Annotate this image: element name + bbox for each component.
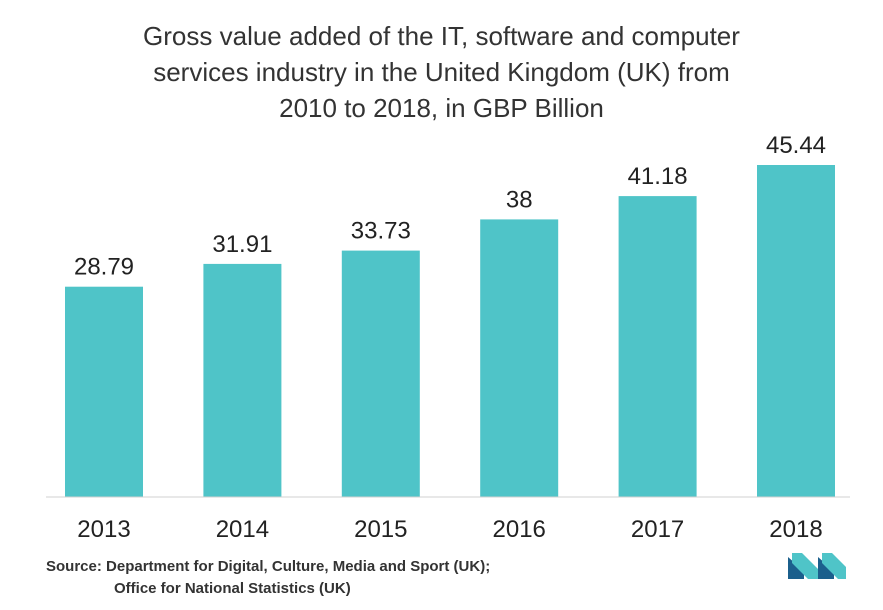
value-label-2017: 41.18 (628, 163, 688, 190)
x-tick-label-2018: 2018 (769, 516, 822, 543)
bar-chart: 28.79 31.91 33.73 38 41.18 45.44 2013 2014 2015… (46, 132, 850, 543)
bar-2018 (757, 165, 835, 497)
source-note: Source: Department for Digital, Culture,… (46, 556, 490, 600)
source-line-1: Source: Department for Digital, Culture,… (46, 558, 491, 575)
mordor-logo-icon (788, 553, 846, 579)
bar-2016 (480, 219, 559, 497)
x-tick-label-2015: 2015 (354, 516, 407, 543)
bars-group (65, 165, 835, 497)
value-label-2018: 45.44 (766, 132, 826, 159)
value-labels-group: 28.79 31.91 33.73 38 41.18 45.44 (74, 132, 826, 281)
x-tick-label-2016: 2016 (493, 516, 546, 543)
value-label-2013: 28.79 (74, 254, 134, 281)
value-label-2014: 31.91 (212, 231, 272, 258)
chart-title-line-2: services industry in the United Kingdom … (153, 57, 730, 87)
bar-2014 (203, 263, 282, 497)
source-line-2: Office for National Statistics (UK) (114, 580, 351, 597)
value-label-2015: 33.73 (351, 218, 411, 245)
bar-2017 (618, 196, 697, 497)
chart-title-line-1: Gross value added of the IT, software an… (143, 21, 740, 51)
value-label-2016: 38 (506, 186, 533, 213)
x-tick-label-2014: 2014 (216, 516, 269, 543)
bar-2015 (341, 250, 420, 497)
chart-title-line-3: 2010 to 2018, in GBP Billion (279, 93, 604, 123)
x-tick-label-2017: 2017 (631, 516, 684, 543)
chart-title: Gross value added of the IT, software an… (0, 18, 883, 126)
x-tick-label-2013: 2013 (77, 516, 130, 543)
x-tick-labels-group: 2013 2014 2015 2016 2017 2018 (77, 516, 822, 543)
bar-2013 (65, 286, 143, 497)
